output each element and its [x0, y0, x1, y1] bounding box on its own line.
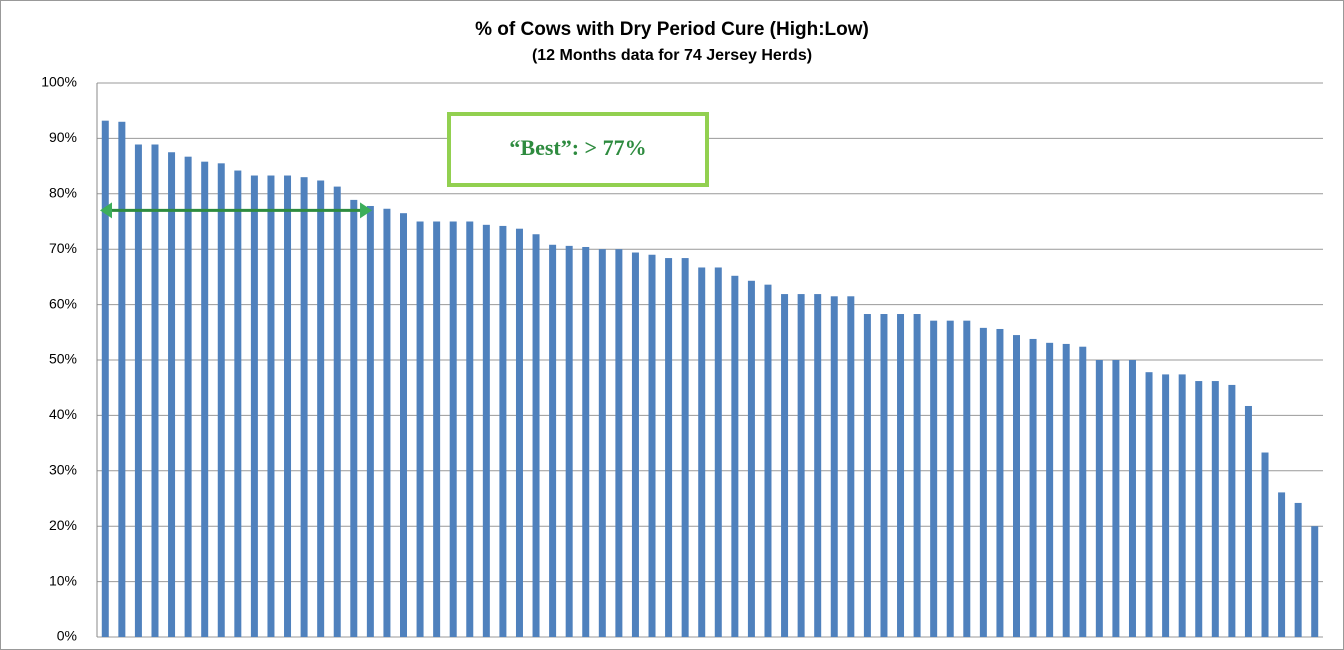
bar	[234, 170, 242, 638]
arrow-head	[100, 202, 112, 219]
bar	[1278, 492, 1286, 637]
bar	[449, 221, 457, 637]
bar	[549, 244, 557, 637]
bar	[366, 205, 374, 637]
y-tick-label: 70%	[49, 240, 77, 256]
arrow-head	[360, 202, 373, 219]
bar	[1228, 384, 1236, 637]
bar	[764, 284, 772, 637]
bar	[698, 267, 706, 637]
bar	[930, 320, 938, 637]
bar	[515, 228, 523, 637]
bar	[1162, 374, 1170, 637]
chart-subtitle: (12 Months data for 74 Jersey Herds)	[532, 47, 812, 64]
bar	[1178, 374, 1186, 637]
bar	[897, 314, 905, 637]
y-tick-label: 80%	[49, 185, 77, 201]
bar	[714, 267, 722, 637]
bar	[963, 320, 971, 637]
bar	[863, 314, 871, 637]
bar	[184, 156, 192, 637]
bar	[333, 186, 341, 637]
annotation-box	[447, 112, 709, 187]
y-tick-label: 20%	[49, 517, 77, 533]
bar	[134, 144, 142, 637]
bar	[499, 225, 507, 637]
bar	[880, 314, 888, 637]
y-tick-label: 40%	[49, 406, 77, 422]
bar	[946, 320, 954, 637]
bar	[797, 294, 805, 637]
bar	[615, 249, 623, 637]
y-tick-label: 50%	[49, 351, 77, 367]
bar	[631, 252, 639, 638]
bar	[433, 221, 441, 637]
bar	[466, 221, 474, 637]
bar	[1211, 381, 1219, 637]
bar	[665, 258, 673, 637]
bar	[482, 224, 490, 637]
y-tick-label: 30%	[49, 462, 77, 478]
bar	[1294, 502, 1302, 637]
bar	[731, 275, 739, 637]
bar	[118, 121, 126, 637]
bar	[217, 163, 225, 637]
bar	[814, 294, 822, 637]
bar	[781, 294, 789, 637]
chart-title: % of Cows with Dry Period Cure (High:Low…	[475, 19, 869, 40]
bar	[996, 328, 1004, 637]
bar	[1079, 346, 1087, 637]
bar	[532, 234, 540, 637]
y-tick-label: 10%	[49, 572, 77, 588]
bar	[1062, 343, 1070, 637]
bar	[416, 221, 424, 637]
bar	[317, 180, 325, 637]
bar	[1261, 452, 1269, 637]
bar	[1128, 360, 1136, 637]
bar	[598, 249, 606, 637]
bar	[300, 177, 308, 637]
bar	[830, 296, 838, 637]
bar	[847, 296, 855, 637]
bar	[1244, 405, 1252, 637]
bar	[383, 208, 391, 637]
bar	[913, 314, 921, 637]
bar	[1095, 360, 1103, 637]
y-tick-label: 100%	[41, 74, 77, 90]
bar	[350, 199, 358, 638]
bar	[151, 144, 159, 637]
bar	[1112, 360, 1120, 637]
annotation-text: “Best”: > 77%	[509, 135, 646, 160]
y-tick-label: 60%	[49, 295, 77, 311]
bar	[1311, 526, 1319, 637]
bar	[284, 175, 292, 637]
bar	[648, 254, 656, 638]
bar	[1195, 381, 1203, 637]
bar	[101, 120, 109, 637]
bar	[168, 152, 176, 637]
bar	[747, 280, 755, 637]
bar	[1029, 338, 1037, 637]
bar	[565, 245, 573, 637]
y-tick-label: 0%	[57, 628, 77, 644]
bar	[582, 246, 590, 637]
bar	[681, 258, 689, 637]
bar	[267, 175, 275, 637]
bar	[250, 175, 258, 637]
bar	[201, 161, 209, 637]
bar	[1145, 372, 1153, 637]
bar	[1013, 335, 1020, 637]
bar	[1046, 342, 1054, 637]
bar	[400, 213, 407, 637]
y-tick-label: 90%	[49, 129, 77, 145]
bar	[979, 327, 987, 637]
